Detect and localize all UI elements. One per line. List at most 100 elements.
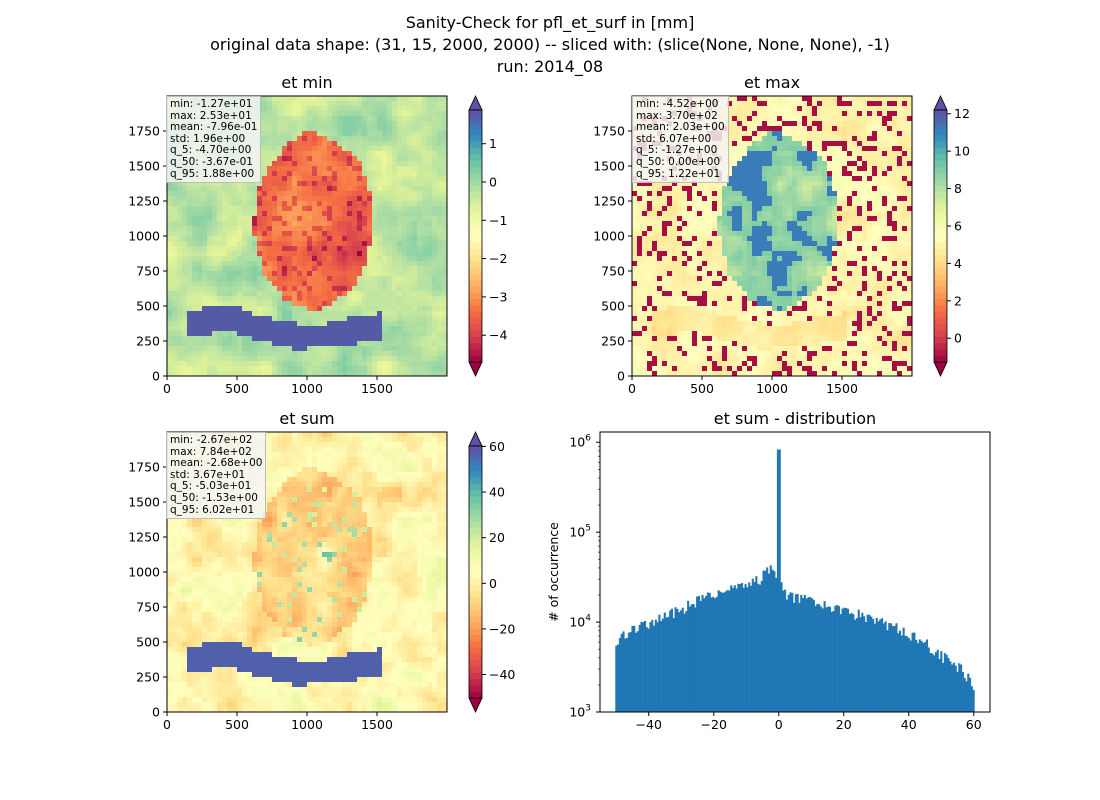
heatmap-cell [787,131,793,137]
heatmap-cell [422,301,428,307]
heatmap-cell [427,211,433,217]
heatmap-cell [437,216,443,222]
heatmap-cell [857,196,863,202]
heatmap-cell [327,306,333,312]
heatmap-cell [332,241,338,247]
heatmap-cell [742,176,748,182]
heatmap-cell [432,191,438,197]
heatmap-cell [317,166,323,172]
heatmap-cell [172,281,178,287]
heatmap-cell [337,251,343,257]
heatmap-cell [377,276,383,282]
heatmap-cell [712,186,718,192]
heatmap-cell [377,266,383,272]
heatmap-cell [407,346,413,352]
heatmap-cell [262,371,268,377]
heatmap-cell [902,146,908,152]
heatmap-cell [202,356,208,362]
heatmap-cell [412,201,418,207]
heatmap-cell [197,321,203,327]
heatmap-cell [227,356,233,362]
heatmap-cell [752,126,758,132]
heatmap-cell [227,366,233,372]
heatmap-cell [367,106,373,112]
heatmap-cell [827,106,833,112]
heatmap-cell [802,201,808,207]
heatmap-cell [717,181,723,187]
heatmap-cell [887,236,893,242]
heatmap-cell [392,171,398,177]
heatmap-cell [337,191,343,197]
heatmap-cell [252,321,258,327]
heatmap-cell [417,116,423,122]
heatmap-cell [707,191,713,197]
heatmap-cell [392,191,398,197]
heatmap-cell [432,156,438,162]
heatmap-cell [272,326,278,332]
heatmap-cell [772,246,778,252]
colorbar-segment [469,355,482,363]
heatmap-cell [437,231,443,237]
heatmap-cell [737,121,743,127]
heatmap-cell [692,216,698,222]
heatmap-cell [332,126,338,132]
heatmap-cell [887,116,893,122]
heatmap-cell [647,181,653,187]
heatmap-cell [207,306,213,312]
heatmap-cell [677,246,683,252]
heatmap-cell [207,356,213,362]
heatmap-cell [182,186,188,192]
heatmap-cell [292,321,298,327]
heatmap-cell [267,211,273,217]
heatmap-cell [262,316,268,322]
heatmap-cell [272,156,278,162]
heatmap-cell [337,176,343,182]
heatmap-cell [757,211,763,217]
heatmap-cell [367,191,373,197]
heatmap-cell [322,111,328,117]
heatmap-cell [772,126,778,132]
heatmap-cell [372,331,378,337]
heatmap-cell [297,176,303,182]
heatmap-cell [812,206,818,212]
heatmap-cell [632,251,638,257]
heatmap-cell [362,221,368,227]
heatmap-cell [392,306,398,312]
heatmap-cell [247,291,253,297]
heatmap-cell [747,181,753,187]
heatmap-cell [837,141,843,147]
heatmap-cell [342,196,348,202]
heatmap-cell [822,201,828,207]
heatmap-cell [897,181,903,187]
heatmap-cell [387,166,393,172]
heatmap-cell [227,246,233,252]
heatmap-cell [787,246,793,252]
heatmap-cell [397,256,403,262]
heatmap-cell [292,351,298,357]
heatmap-cell [842,196,848,202]
heatmap-cell [397,96,403,102]
heatmap-cell [897,101,903,107]
heatmap-cell [402,326,408,332]
heatmap-cell [382,101,388,107]
heatmap-cell [357,216,363,222]
heatmap-cell [692,236,698,242]
heatmap-cell [742,231,748,237]
heatmap-cell [282,321,288,327]
heatmap-cell [182,266,188,272]
heatmap-cell [292,101,298,107]
heatmap-cell [782,126,788,132]
heatmap-cell [252,201,258,207]
heatmap-cell [742,166,748,172]
heatmap-cell [752,231,758,237]
heatmap-cell [367,206,373,212]
heatmap-cell [417,241,423,247]
heatmap-cell [397,121,403,127]
heatmap-cell [317,341,323,347]
heatmap-cell [387,211,393,217]
colorbar-segment [469,116,482,124]
heatmap-cell [422,356,428,362]
heatmap-cell [817,181,823,187]
heatmap-cell [277,366,283,372]
heatmap-cell [292,366,298,372]
